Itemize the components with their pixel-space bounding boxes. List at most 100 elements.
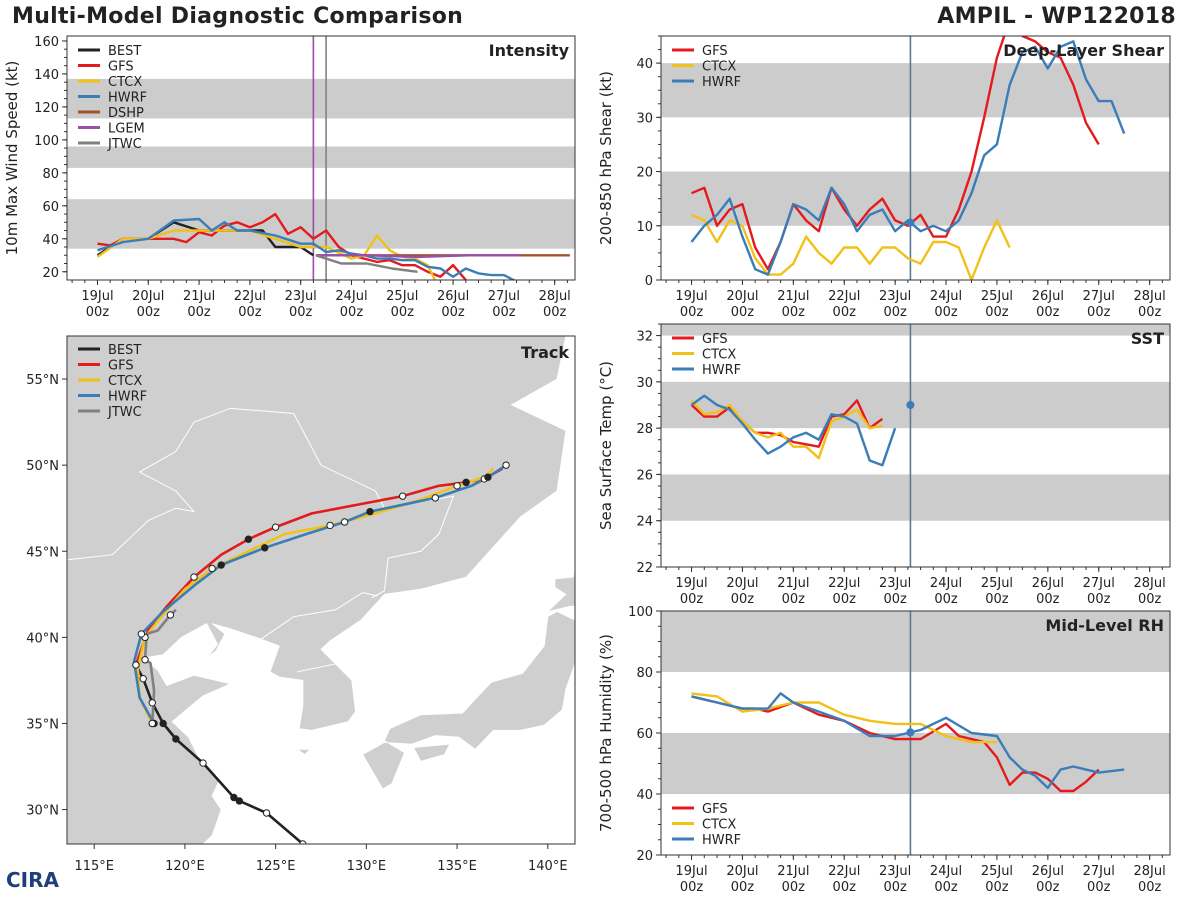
y-tick-label: 20 — [636, 166, 653, 181]
panel-intensity: 2040608010012014016019Jul00z20Jul00z21Ju… — [3, 35, 576, 320]
x-tick-sublabel: 00z — [680, 880, 704, 895]
page-title: Multi-Model Diagnostic Comparison — [12, 4, 464, 29]
x-tick-label: 19Jul — [675, 576, 707, 591]
track-point — [326, 521, 334, 530]
series-line-lgem — [315, 254, 520, 259]
lat-tick-label: 50°N — [26, 459, 59, 474]
y-tick-label: 24 — [636, 515, 653, 530]
y-tick-label: 20 — [42, 266, 59, 281]
plot-content — [67, 36, 575, 280]
y-axis-label: 10m Max Wind Speed (kt) — [3, 61, 21, 256]
shaded-band — [661, 324, 1170, 336]
init-point — [906, 728, 915, 737]
country-border — [297, 662, 340, 673]
x-tick-label: 25Jul — [386, 289, 418, 304]
track-point — [139, 674, 147, 683]
x-tick-label: 24Jul — [930, 289, 962, 304]
cira-logo: CIRA — [6, 868, 59, 892]
country-border — [260, 592, 378, 640]
x-tick-sublabel: 00z — [86, 305, 110, 320]
plot-frame — [66, 35, 576, 281]
y-tick-label: 80 — [636, 666, 653, 681]
y-tick-label: 30 — [636, 111, 653, 126]
y-tick-label: 40 — [42, 233, 59, 248]
shaded-band — [67, 78, 575, 119]
y-tick-label: 100 — [34, 134, 59, 149]
y-tick-label: 100 — [628, 605, 653, 620]
x-tick-label: 19Jul — [81, 289, 113, 304]
x-tick-label: 22Jul — [828, 576, 860, 591]
plot-frame — [660, 323, 1171, 568]
x-tick-sublabel: 00z — [833, 305, 857, 320]
track-line-ctcx — [136, 467, 495, 725]
x-tick-label: 23Jul — [879, 576, 911, 591]
track-point — [159, 719, 167, 728]
x-tick-sublabel: 00z — [731, 305, 755, 320]
x-tick-sublabel: 00z — [492, 305, 516, 320]
track-point — [132, 661, 140, 669]
x-tick-sublabel: 00z — [934, 305, 958, 320]
x-tick-sublabel: 00z — [731, 592, 755, 607]
track-point — [172, 735, 180, 743]
x-tick-sublabel: 00z — [289, 305, 313, 320]
x-tick-label: 27Jul — [1083, 289, 1115, 304]
shaded-band — [67, 199, 575, 249]
legend-label: HWRF — [702, 75, 741, 90]
series-line-gfs — [691, 695, 1100, 793]
shaded-band — [67, 146, 575, 168]
x-tick-label: 21Jul — [777, 289, 809, 304]
x-tick-sublabel: 00z — [1087, 592, 1111, 607]
y-axis-label: Sea Surface Temp (°C) — [597, 361, 615, 530]
x-tick-label: 19Jul — [675, 289, 707, 304]
plot-area — [661, 324, 1170, 567]
legend-label: CTCX — [108, 374, 142, 389]
legend-label: BEST — [108, 343, 141, 358]
legend-label: CTCX — [108, 75, 142, 90]
track-point — [453, 482, 461, 490]
lat-tick-label: 30°N — [26, 804, 59, 819]
x-tick-sublabel: 00z — [883, 880, 907, 895]
panel-title: Deep-Layer Shear — [1003, 41, 1164, 60]
x-tick-label: 22Jul — [828, 864, 860, 879]
legend-label: HWRF — [702, 833, 741, 848]
x-tick-label: 25Jul — [981, 576, 1013, 591]
panel-title: Track — [521, 343, 569, 362]
x-tick-sublabel: 00z — [187, 305, 211, 320]
lat-tick-label: 55°N — [26, 373, 59, 388]
track-point — [340, 518, 349, 526]
x-tick-sublabel: 00z — [1087, 305, 1111, 320]
shaded-band — [661, 171, 1170, 226]
track-point — [366, 507, 374, 516]
x-tick-label: 28Jul — [1134, 864, 1166, 879]
x-tick-label: 28Jul — [1134, 576, 1166, 591]
x-tick-label: 23Jul — [879, 864, 911, 879]
panel-track: 115°E 120°E 125°E 130°E 135°E 140°E 30°N 35°N 40… — [26, 335, 576, 874]
y-tick-label: 20 — [636, 849, 653, 864]
x-tick-label: 21Jul — [183, 289, 215, 304]
track-point — [502, 461, 510, 469]
series-line-jtwc — [315, 254, 418, 273]
x-tick-sublabel: 00z — [1036, 880, 1060, 895]
lat-tick-label: 35°N — [26, 717, 59, 732]
x-tick-label: 21Jul — [777, 576, 809, 591]
y-tick-label: 32 — [636, 330, 653, 345]
x-tick-sublabel: 00z — [731, 880, 755, 895]
y-tick-label: 120 — [34, 101, 59, 116]
track-point — [141, 656, 149, 664]
series-line-gfs — [97, 212, 467, 280]
shaded-band — [661, 63, 1170, 118]
y-tick-label: 0 — [645, 274, 653, 289]
x-tick-sublabel: 00z — [833, 592, 857, 607]
lat-tick-label: 45°N — [26, 545, 59, 560]
x-tick-label: 27Jul — [1083, 576, 1115, 591]
legend-label: LGEM — [108, 122, 145, 137]
x-tick-label: 25Jul — [981, 864, 1013, 879]
x-tick-sublabel: 00z — [1138, 880, 1162, 895]
panel-title: Mid-Level RH — [1045, 616, 1164, 635]
track-point — [199, 759, 207, 767]
track-point — [208, 564, 216, 573]
x-tick-sublabel: 00z — [238, 305, 262, 320]
track-line-hwrf — [132, 464, 507, 725]
track-point — [235, 797, 244, 805]
